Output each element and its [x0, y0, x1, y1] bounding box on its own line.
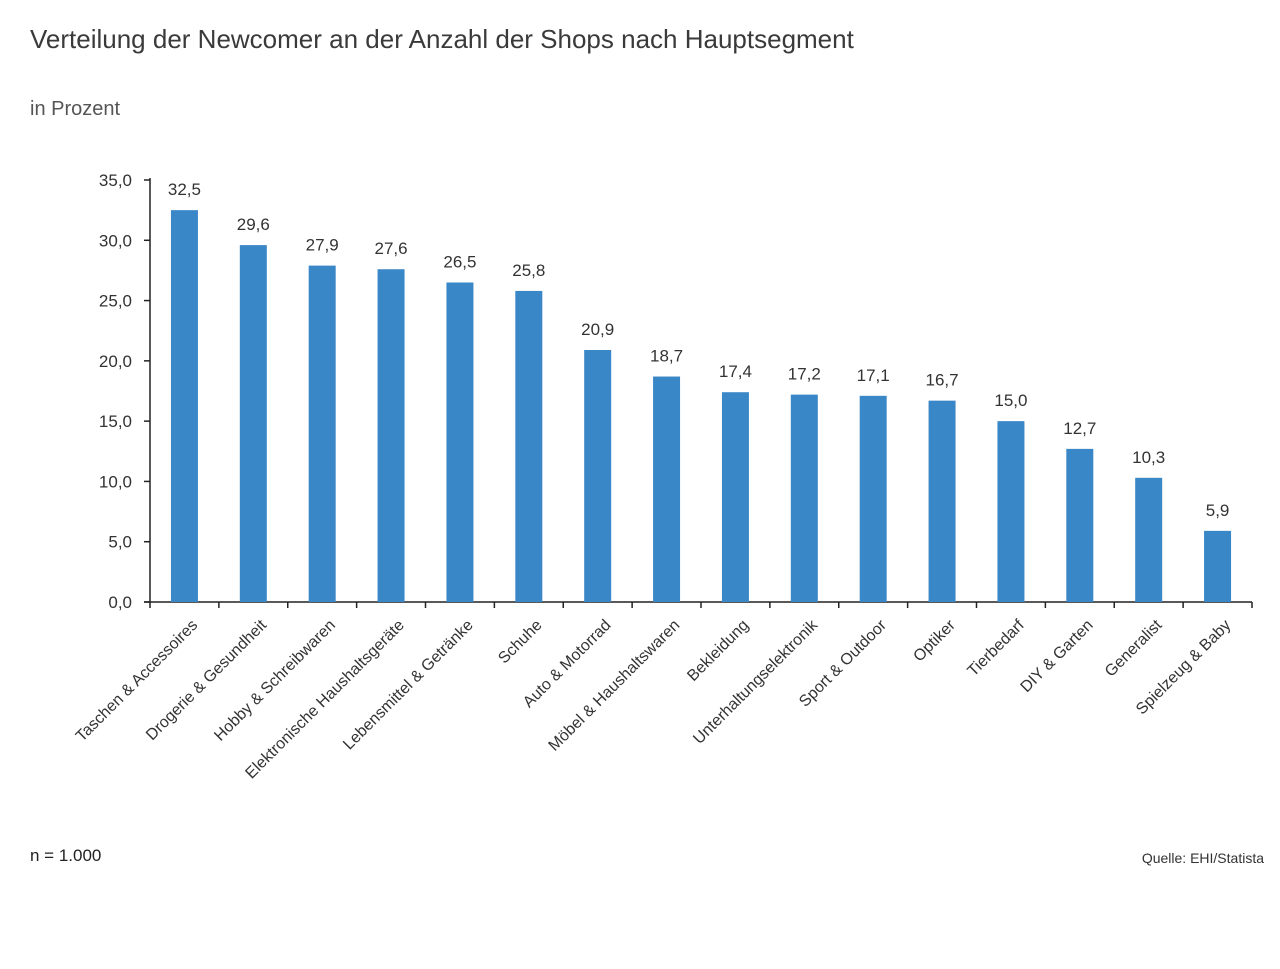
bar — [308, 265, 336, 602]
bar — [1066, 448, 1094, 602]
bar-value-label: 10,3 — [1132, 448, 1165, 467]
bar-value-label: 20,9 — [581, 320, 614, 339]
bar-value-label: 5,9 — [1206, 501, 1230, 520]
bar — [170, 210, 198, 602]
source-note: Quelle: EHI/Statista — [1141, 850, 1264, 866]
bar — [446, 282, 474, 602]
bar-value-label: 17,4 — [719, 362, 752, 381]
x-category-label: Schuhe — [495, 617, 545, 667]
bar-value-label: 27,6 — [375, 239, 408, 258]
x-category-label: Taschen & Accessoires — [73, 617, 201, 745]
bar-value-label: 29,6 — [237, 215, 270, 234]
x-category-label: Generalist — [1102, 616, 1166, 680]
y-tick-label: 35,0 — [99, 171, 132, 190]
x-category-label: Drogerie & Gesundheit — [143, 616, 271, 744]
bar — [790, 394, 818, 602]
bar-value-label: 26,5 — [443, 252, 476, 271]
x-category-label: Tierbedarf — [965, 616, 1029, 680]
bar — [721, 392, 749, 602]
x-category-label: Optiker — [910, 616, 959, 665]
bar-value-label: 17,2 — [788, 365, 821, 384]
bar — [653, 376, 681, 602]
bar — [515, 290, 543, 602]
y-tick-label: 0,0 — [108, 593, 132, 612]
bar — [1204, 530, 1232, 602]
bar-value-label: 18,7 — [650, 347, 683, 366]
bar-value-label: 27,9 — [306, 236, 339, 255]
y-tick-label: 5,0 — [108, 533, 132, 552]
y-tick-label: 30,0 — [99, 231, 132, 250]
bar-value-label: 16,7 — [926, 371, 959, 390]
y-tick-label: 25,0 — [99, 292, 132, 311]
bar-value-label: 12,7 — [1063, 419, 1096, 438]
bar-value-label: 17,1 — [857, 366, 890, 385]
bar-value-label: 32,5 — [168, 180, 201, 199]
bar — [239, 245, 267, 602]
bar — [859, 395, 887, 602]
y-tick-label: 15,0 — [99, 412, 132, 431]
bar — [377, 269, 405, 602]
x-category-label: Unterhaltungselektronik — [690, 616, 822, 748]
x-category-label: Lebensmittel & Getränke — [340, 617, 477, 754]
bar — [584, 350, 612, 602]
x-category-label: DIY & Garten — [1018, 617, 1097, 696]
chart-subtitle: in Prozent — [30, 98, 121, 120]
x-category-label: Möbel & Haushaltswaren — [546, 617, 684, 755]
x-category-label: Hobby & Schreibwaren — [211, 617, 339, 745]
bar — [1135, 477, 1163, 602]
bar — [928, 400, 956, 602]
bar-value-label: 25,8 — [512, 261, 545, 280]
x-category-label: Bekleidung — [684, 617, 752, 685]
bar-value-label: 15,0 — [994, 391, 1027, 410]
chart-title: Verteilung der Newcomer an der Anzahl de… — [30, 24, 854, 54]
y-tick-label: 10,0 — [99, 472, 132, 491]
y-tick-label: 20,0 — [99, 352, 132, 371]
sample-size-note: n = 1.000 — [30, 846, 102, 865]
bar — [997, 421, 1025, 602]
